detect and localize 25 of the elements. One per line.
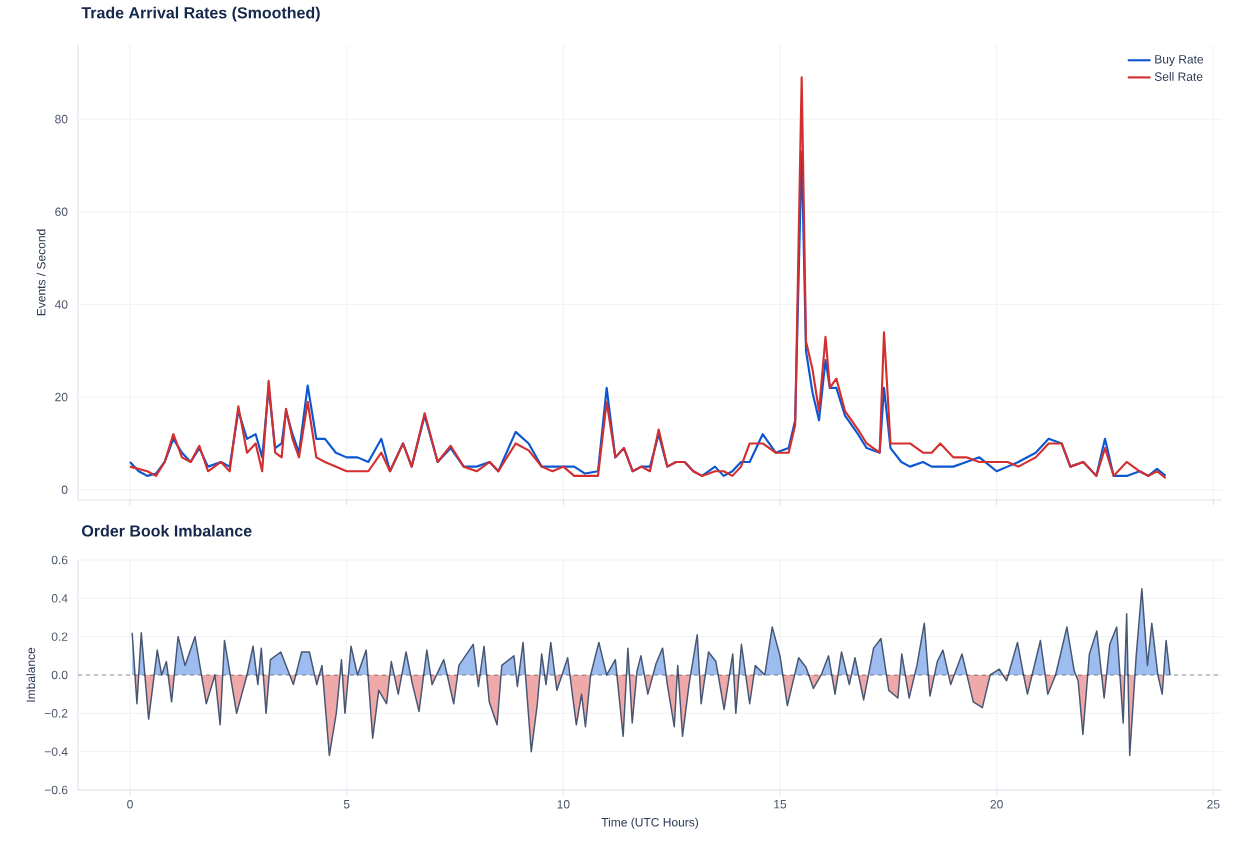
x-tick-label: 10 <box>557 800 570 809</box>
y-tick-label: 20 <box>55 392 68 402</box>
y-tick-label: 0.4 <box>51 594 68 603</box>
chart-title: Trade Arrival Rates (Smoothed) <box>81 6 320 22</box>
y-axis-title: Imbalance <box>26 647 36 702</box>
x-axis-title: Time (UTC Hours) <box>601 817 699 829</box>
y-tick-label: −0.6 <box>44 785 68 795</box>
y-tick-label: −0.4 <box>44 747 68 756</box>
y-tick-label: 0.0 <box>51 670 68 680</box>
y-tick-label: 40 <box>54 300 68 309</box>
y-tick-label: 60 <box>55 207 68 217</box>
y-tick-label: 0.2 <box>51 632 68 641</box>
y-tick-label: 0 <box>61 485 68 495</box>
legend-label: Sell Rate <box>1154 72 1203 81</box>
x-tick-label: 25 <box>1207 800 1220 809</box>
y-tick-label: 80 <box>55 114 68 124</box>
y-tick-label: 0.6 <box>51 555 68 565</box>
y-axis-title: Events / Second <box>36 229 46 316</box>
x-tick-label: 5 <box>343 800 350 809</box>
x-tick-label: 20 <box>990 800 1003 809</box>
x-tick-label: 0 <box>127 800 133 809</box>
chart-title: Order Book Imbalance <box>82 524 252 537</box>
y-tick-label: −0.2 <box>44 709 68 718</box>
x-tick-label: 15 <box>774 800 787 809</box>
legend-label: Buy Rate <box>1155 55 1204 66</box>
